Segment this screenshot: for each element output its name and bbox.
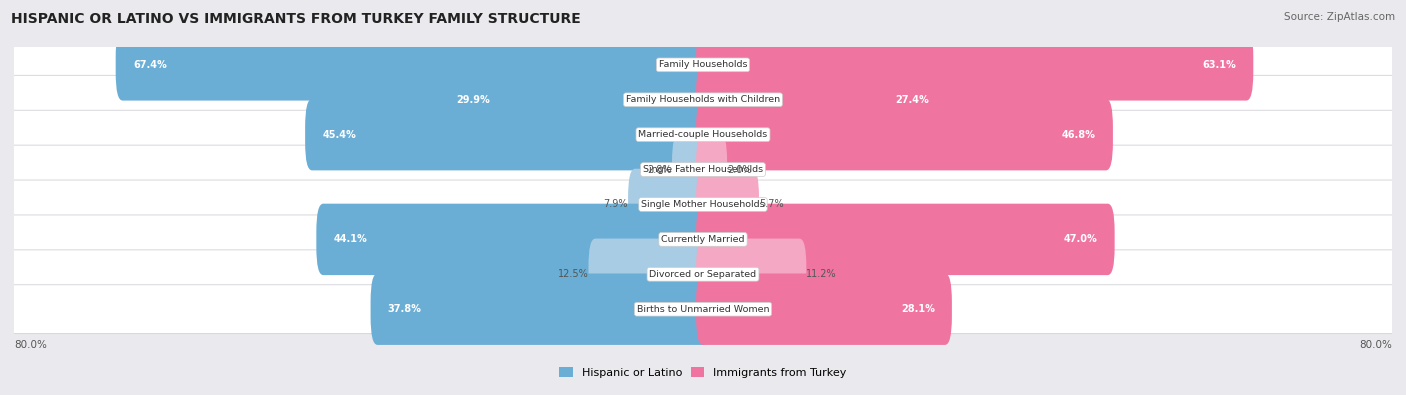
FancyBboxPatch shape (696, 134, 727, 205)
FancyBboxPatch shape (439, 64, 710, 135)
Text: Married-couple Households: Married-couple Households (638, 130, 768, 139)
Text: 2.8%: 2.8% (648, 165, 672, 175)
Text: 28.1%: 28.1% (901, 304, 935, 314)
Text: 29.9%: 29.9% (456, 95, 489, 105)
Text: Single Mother Households: Single Mother Households (641, 200, 765, 209)
FancyBboxPatch shape (628, 169, 710, 240)
FancyBboxPatch shape (696, 64, 946, 135)
Text: Family Households with Children: Family Households with Children (626, 95, 780, 104)
Text: Single Father Households: Single Father Households (643, 165, 763, 174)
FancyBboxPatch shape (7, 145, 1399, 194)
Text: 45.4%: 45.4% (322, 130, 356, 140)
Text: 7.9%: 7.9% (603, 199, 628, 209)
Text: 46.8%: 46.8% (1062, 130, 1095, 140)
FancyBboxPatch shape (672, 134, 710, 205)
FancyBboxPatch shape (696, 204, 1115, 275)
Text: Source: ZipAtlas.com: Source: ZipAtlas.com (1284, 12, 1395, 22)
Text: 37.8%: 37.8% (388, 304, 422, 314)
Text: Divorced or Separated: Divorced or Separated (650, 270, 756, 279)
FancyBboxPatch shape (316, 204, 710, 275)
FancyBboxPatch shape (7, 75, 1399, 124)
FancyBboxPatch shape (696, 239, 807, 310)
Text: Currently Married: Currently Married (661, 235, 745, 244)
FancyBboxPatch shape (7, 40, 1399, 89)
FancyBboxPatch shape (371, 273, 710, 345)
Text: 67.4%: 67.4% (134, 60, 167, 70)
Text: 2.0%: 2.0% (727, 165, 752, 175)
FancyBboxPatch shape (305, 99, 710, 170)
FancyBboxPatch shape (696, 29, 1253, 101)
FancyBboxPatch shape (115, 29, 710, 101)
Text: 80.0%: 80.0% (1360, 340, 1392, 350)
FancyBboxPatch shape (7, 250, 1399, 299)
FancyBboxPatch shape (7, 110, 1399, 159)
Text: 80.0%: 80.0% (14, 340, 46, 350)
FancyBboxPatch shape (696, 169, 759, 240)
FancyBboxPatch shape (7, 285, 1399, 334)
Text: 47.0%: 47.0% (1064, 234, 1098, 245)
Text: 5.7%: 5.7% (759, 199, 783, 209)
Text: Family Households: Family Households (659, 60, 747, 70)
Text: 63.1%: 63.1% (1202, 60, 1236, 70)
FancyBboxPatch shape (7, 180, 1399, 229)
Text: 44.1%: 44.1% (333, 234, 367, 245)
FancyBboxPatch shape (589, 239, 710, 310)
FancyBboxPatch shape (696, 273, 952, 345)
Text: Births to Unmarried Women: Births to Unmarried Women (637, 305, 769, 314)
Text: HISPANIC OR LATINO VS IMMIGRANTS FROM TURKEY FAMILY STRUCTURE: HISPANIC OR LATINO VS IMMIGRANTS FROM TU… (11, 12, 581, 26)
Text: 12.5%: 12.5% (558, 269, 589, 279)
FancyBboxPatch shape (696, 99, 1114, 170)
FancyBboxPatch shape (7, 215, 1399, 264)
Text: 11.2%: 11.2% (807, 269, 837, 279)
Text: 27.4%: 27.4% (894, 95, 928, 105)
Legend: Hispanic or Latino, Immigrants from Turkey: Hispanic or Latino, Immigrants from Turk… (557, 364, 849, 381)
